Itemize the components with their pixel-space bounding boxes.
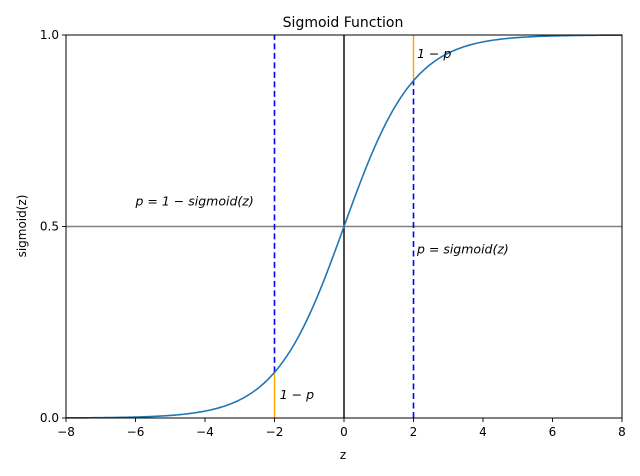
sigmoid-curve-line — [65, 34, 623, 419]
x-tick-label: −2 — [266, 425, 284, 439]
x-tick-label: 6 — [549, 425, 557, 439]
y-tick-label: 0.0 — [40, 411, 59, 425]
x-tick-label: 8 — [618, 425, 626, 439]
chart-title: Sigmoid Function — [283, 15, 404, 31]
annotation-3: p = 1 − sigmoid(z) — [135, 194, 254, 209]
x-tick-label: 2 — [410, 425, 418, 439]
y-tick-label: 1.0 — [40, 28, 59, 42]
annotation-2: 1 − p — [417, 46, 451, 61]
y-tick-label: 0.5 — [40, 220, 59, 234]
x-tick-label: −8 — [57, 425, 75, 439]
annotation-4: p = sigmoid(z) — [416, 241, 509, 256]
x-axis-label: z — [340, 448, 346, 462]
x-tick-label: 0 — [340, 425, 348, 439]
annotation-1: 1 − p — [280, 387, 314, 402]
x-tick-label: −6 — [127, 425, 145, 439]
x-tick-label: 4 — [479, 425, 487, 439]
y-axis-label: sigmoid(z) — [15, 195, 29, 258]
plot-area: −8 −6 −4 −2 0 2 4 6 8 0.0 0.5 1.0 1 − p 1 − p p = 1 − … — [40, 28, 626, 439]
x-tick-label: −4 — [196, 425, 214, 439]
